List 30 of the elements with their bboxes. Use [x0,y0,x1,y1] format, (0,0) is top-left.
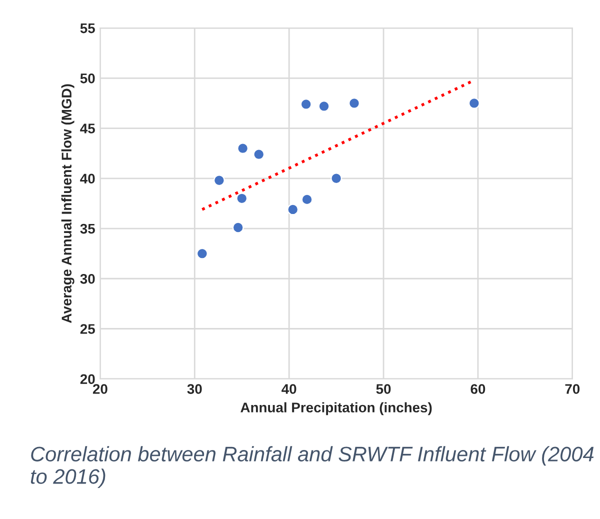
x-axis-title: Annual Precipitation (inches) [240,402,432,416]
y-axis-title: Average Annual Influent Flow (MGD) [61,84,74,323]
y-tick-label: 25 [80,324,95,334]
point [196,248,208,260]
x-tick-label: 60 [470,384,486,394]
y-tick-label: 55 [80,24,95,34]
x-tick-label: 20 [92,384,108,394]
point [287,204,299,216]
x-tick-label: 40 [282,384,296,394]
y-tick-label: 40 [80,174,95,184]
y-tick-label: 30 [80,274,95,284]
point [330,172,342,184]
point [253,148,265,160]
y-tick-label: 35 [80,224,95,234]
y-tick-label: 45 [80,124,95,134]
point [468,98,480,109]
point [237,142,249,154]
point [301,194,313,206]
y-tick-label: 50 [80,73,95,84]
x-tick-label: 50 [376,384,391,394]
y-tick-label: 20 [80,374,95,384]
point [300,98,312,110]
point [348,98,360,109]
point [213,174,225,186]
x-tick-label: 70 [565,384,580,394]
point [318,100,330,112]
point [236,192,248,204]
x-tick-label: 30 [187,384,202,394]
text: Correlation between Rainfall and SRWTF Influent Flow (2004 to 2016) [30,446,594,488]
point [232,222,244,234]
